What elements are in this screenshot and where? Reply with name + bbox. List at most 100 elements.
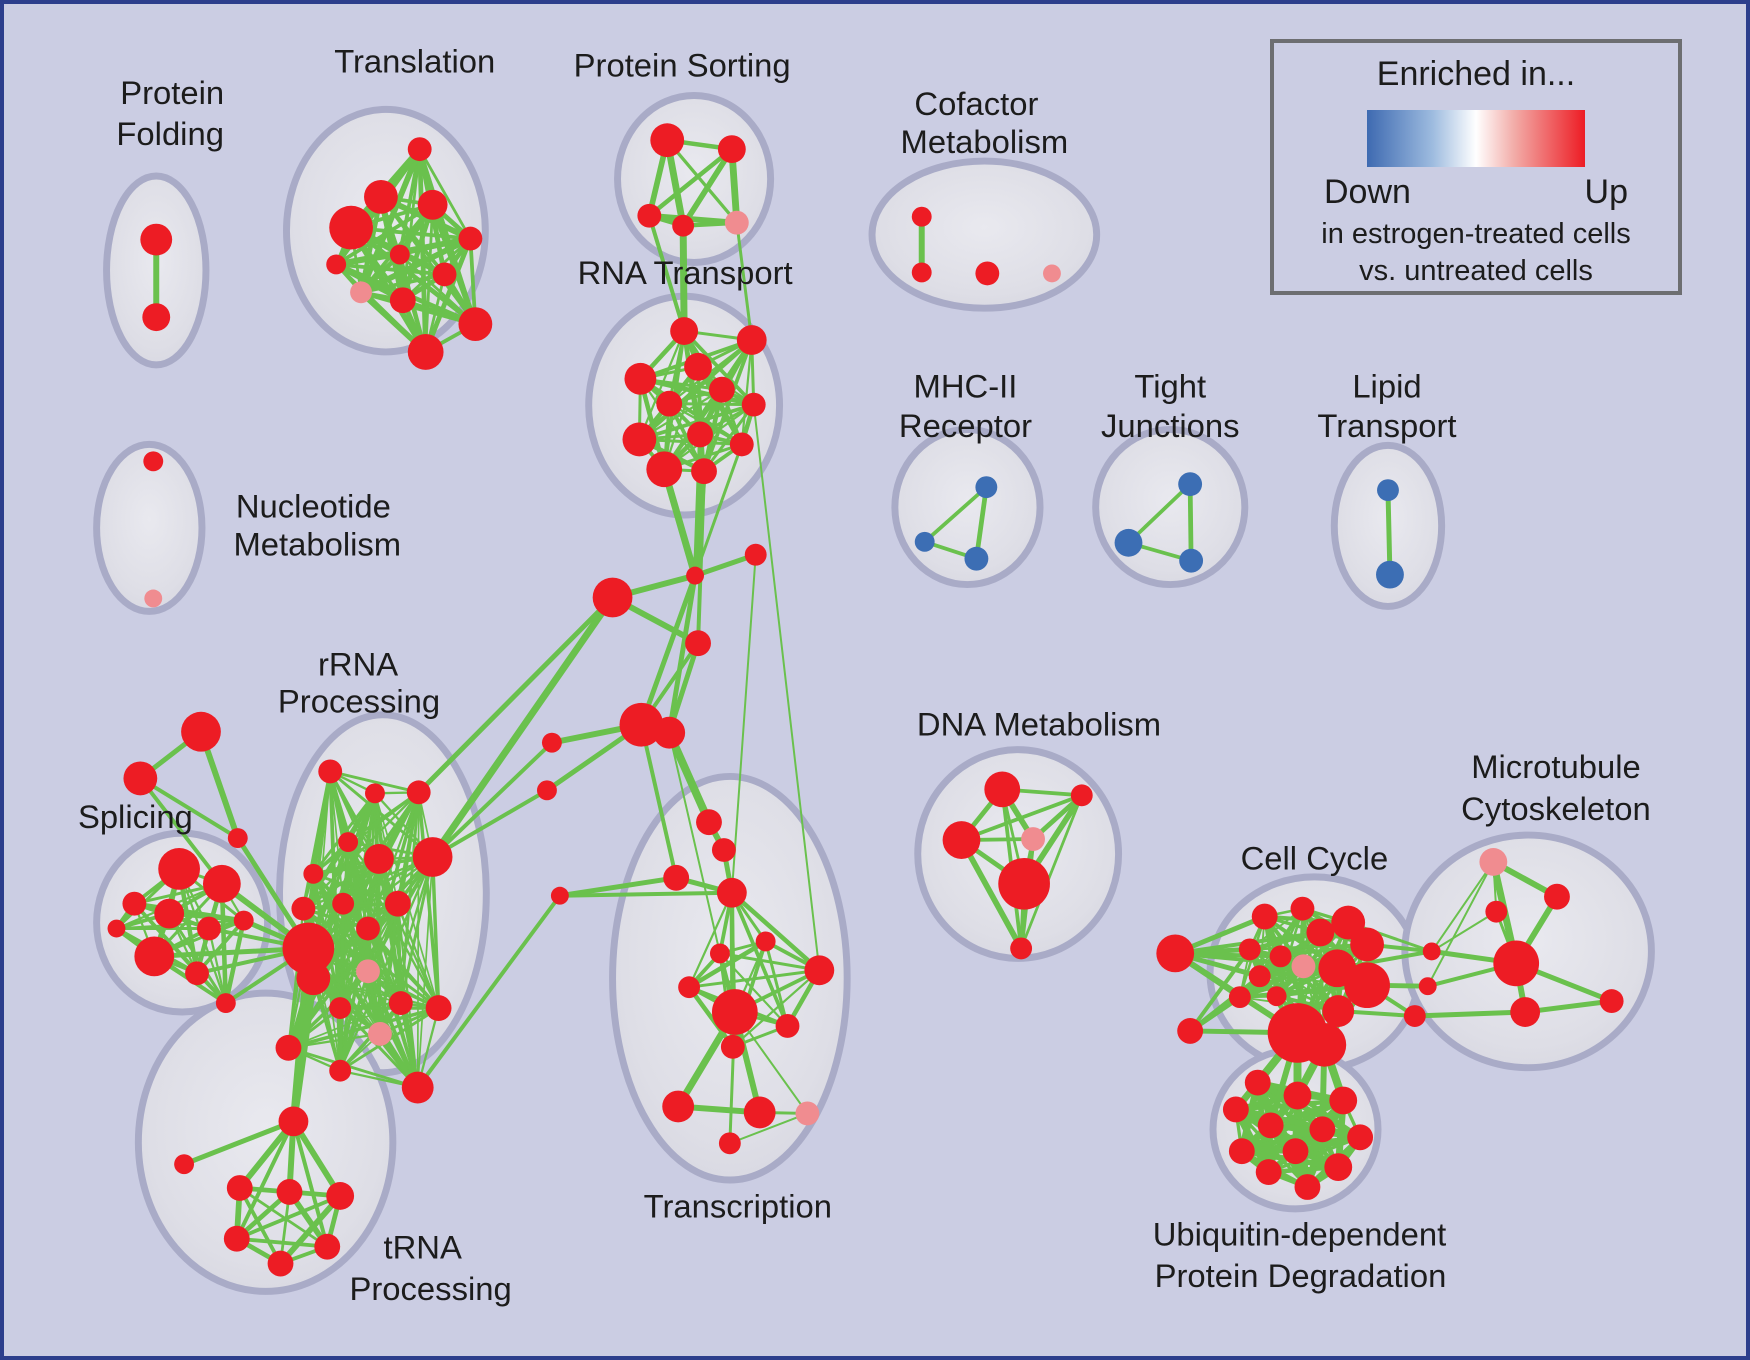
node-mt6[interactable] (1599, 989, 1624, 1014)
node-cc6[interactable] (1331, 905, 1366, 940)
node-d6[interactable] (1010, 937, 1033, 960)
node-mc3[interactable] (1403, 1005, 1426, 1027)
node-x2[interactable] (711, 838, 736, 862)
node-mh3[interactable] (964, 546, 989, 571)
node-st1[interactable] (181, 711, 221, 752)
node-d5[interactable] (998, 857, 1050, 910)
node-ch2[interactable] (653, 716, 686, 749)
node-u4[interactable] (1222, 1096, 1249, 1123)
node-u5[interactable] (1257, 1112, 1284, 1139)
node-x5[interactable] (755, 931, 776, 952)
node-rt7[interactable] (741, 392, 766, 417)
node-x9[interactable] (711, 989, 758, 1035)
node-sp2[interactable] (202, 864, 241, 903)
node-cf3[interactable] (975, 261, 1000, 286)
node-lp2[interactable] (1376, 560, 1404, 589)
node-nm2[interactable] (144, 589, 163, 608)
node-cc16[interactable] (1322, 995, 1355, 1027)
node-m1[interactable] (541, 732, 562, 753)
node-mc1[interactable] (1422, 942, 1441, 961)
node-st3[interactable] (227, 828, 248, 849)
node-u6[interactable] (1309, 1116, 1336, 1143)
node-tj1[interactable] (1178, 472, 1203, 497)
node-rr19[interactable] (329, 1059, 352, 1082)
node-tn3[interactable] (326, 1182, 355, 1210)
node-x8[interactable] (678, 976, 701, 999)
node-rt10[interactable] (729, 432, 754, 457)
node-x4[interactable] (716, 877, 747, 908)
node-rr16[interactable] (388, 991, 413, 1016)
node-c3[interactable] (744, 543, 767, 566)
node-tj3[interactable] (1179, 548, 1204, 573)
node-x13[interactable] (743, 1096, 776, 1129)
node-u7[interactable] (1347, 1124, 1374, 1151)
node-tl1[interactable] (407, 137, 432, 162)
node-d2[interactable] (1070, 784, 1093, 807)
node-tl4[interactable] (329, 205, 373, 250)
node-rr7[interactable] (412, 837, 453, 877)
node-mt2[interactable] (1544, 883, 1570, 910)
node-sp9[interactable] (215, 993, 236, 1014)
node-sp8[interactable] (185, 961, 209, 986)
node-rt4[interactable] (624, 362, 657, 395)
node-mt4[interactable] (1493, 940, 1540, 987)
node-ps4[interactable] (672, 214, 695, 237)
node-rt3[interactable] (684, 352, 712, 381)
node-rrh1[interactable] (282, 922, 335, 975)
node-rr20[interactable] (275, 1034, 302, 1061)
node-rr5[interactable] (338, 832, 359, 852)
node-cc2[interactable] (1177, 1018, 1204, 1044)
node-m3[interactable] (550, 886, 569, 905)
node-th2[interactable] (174, 1154, 195, 1175)
node-sp10[interactable] (107, 919, 126, 938)
node-cc5[interactable] (1306, 918, 1335, 947)
node-cc9[interactable] (1269, 945, 1292, 968)
node-th1[interactable] (278, 1106, 309, 1137)
node-c4[interactable] (685, 630, 711, 657)
node-rrh2[interactable] (296, 961, 331, 996)
node-sp3[interactable] (122, 891, 147, 916)
node-tn1[interactable] (226, 1175, 253, 1201)
node-nm1[interactable] (143, 451, 164, 472)
node-rt8[interactable] (687, 421, 713, 448)
node-x12[interactable] (662, 1090, 695, 1123)
node-rt12[interactable] (691, 458, 717, 485)
node-ps2[interactable] (717, 135, 746, 164)
node-mt3[interactable] (1485, 900, 1508, 923)
node-x6[interactable] (709, 943, 730, 964)
node-tl7[interactable] (432, 262, 457, 287)
node-u10[interactable] (1324, 1153, 1353, 1182)
node-cc15[interactable] (1344, 962, 1390, 1009)
node-tl2[interactable] (364, 179, 398, 214)
node-st2[interactable] (123, 761, 158, 796)
node-sp1[interactable] (158, 848, 200, 890)
node-tn6[interactable] (267, 1250, 294, 1277)
node-cc3[interactable] (1251, 903, 1278, 930)
node-x1[interactable] (696, 809, 722, 836)
node-rt6[interactable] (656, 390, 683, 417)
node-tl9[interactable] (389, 287, 416, 314)
node-cc7[interactable] (1350, 927, 1384, 962)
node-tl8[interactable] (350, 281, 372, 304)
node-tl5[interactable] (458, 226, 483, 251)
node-rt11[interactable] (646, 451, 683, 488)
node-ps1[interactable] (650, 123, 685, 158)
node-sp7[interactable] (134, 936, 175, 977)
node-mh1[interactable] (975, 476, 998, 499)
node-c2[interactable] (686, 566, 705, 585)
node-cf1[interactable] (911, 206, 932, 227)
node-u2[interactable] (1283, 1081, 1312, 1110)
node-rr14[interactable] (329, 997, 352, 1019)
node-d4[interactable] (1021, 827, 1045, 851)
node-x10[interactable] (775, 1014, 800, 1038)
node-rt1[interactable] (670, 317, 699, 345)
node-u3[interactable] (1329, 1086, 1358, 1115)
node-u1[interactable] (1244, 1069, 1271, 1096)
node-pf1[interactable] (140, 223, 173, 256)
node-u12[interactable] (1294, 1174, 1321, 1200)
node-x15[interactable] (718, 1132, 741, 1155)
node-d3[interactable] (942, 821, 981, 859)
node-cc4[interactable] (1290, 896, 1315, 921)
node-cf4[interactable] (1043, 264, 1061, 283)
node-mc2[interactable] (1418, 977, 1437, 996)
